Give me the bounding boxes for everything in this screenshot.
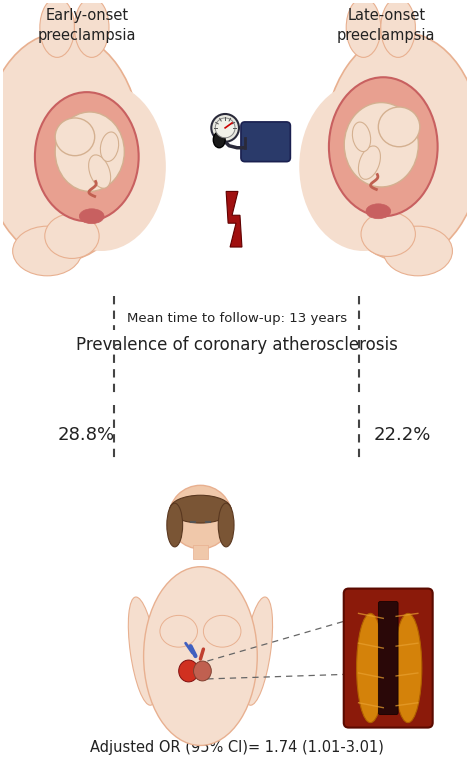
Ellipse shape [167, 503, 182, 547]
Ellipse shape [79, 209, 104, 224]
Ellipse shape [383, 226, 453, 276]
FancyBboxPatch shape [344, 589, 433, 728]
Ellipse shape [394, 613, 422, 723]
Ellipse shape [170, 495, 231, 523]
Ellipse shape [203, 615, 241, 647]
Circle shape [215, 118, 235, 138]
Ellipse shape [0, 33, 141, 261]
Ellipse shape [100, 132, 118, 161]
FancyBboxPatch shape [378, 601, 398, 714]
Ellipse shape [13, 226, 82, 276]
Ellipse shape [299, 83, 428, 251]
Circle shape [211, 114, 239, 142]
Circle shape [169, 485, 232, 549]
Ellipse shape [35, 92, 139, 221]
Text: Adjusted OR (95% CI)= 1.74 (1.01-3.01): Adjusted OR (95% CI)= 1.74 (1.01-3.01) [90, 740, 384, 755]
Bar [467, 8, 474, 305]
Ellipse shape [40, 0, 74, 58]
Ellipse shape [89, 155, 110, 189]
Text: Early-onset
preeclampsia: Early-onset preeclampsia [37, 8, 136, 43]
Text: Mean time to follow-up: 13 years: Mean time to follow-up: 13 years [127, 312, 347, 325]
Ellipse shape [346, 0, 381, 58]
Ellipse shape [74, 0, 109, 58]
Bar [192, 545, 209, 559]
Ellipse shape [55, 112, 124, 192]
Ellipse shape [37, 83, 166, 251]
Ellipse shape [352, 122, 371, 152]
Ellipse shape [144, 567, 257, 746]
Ellipse shape [381, 0, 415, 58]
Ellipse shape [329, 77, 438, 217]
Ellipse shape [366, 204, 391, 219]
Ellipse shape [324, 33, 474, 261]
Ellipse shape [344, 103, 419, 187]
Polygon shape [226, 192, 242, 247]
Ellipse shape [160, 615, 198, 647]
Ellipse shape [361, 212, 415, 256]
Ellipse shape [213, 132, 225, 148]
Ellipse shape [358, 146, 381, 179]
Ellipse shape [193, 661, 211, 681]
Text: Late-onset
preeclampsia: Late-onset preeclampsia [337, 8, 436, 43]
Text: 22.2%: 22.2% [374, 425, 431, 444]
Text: Prevalence of coronary atherosclerosis: Prevalence of coronary atherosclerosis [76, 337, 398, 354]
FancyBboxPatch shape [241, 122, 291, 161]
Text: 28.8%: 28.8% [57, 425, 114, 444]
Ellipse shape [128, 597, 158, 705]
Ellipse shape [45, 213, 99, 259]
Ellipse shape [356, 613, 384, 723]
Ellipse shape [179, 660, 199, 682]
Ellipse shape [378, 107, 420, 146]
Ellipse shape [218, 503, 234, 547]
Ellipse shape [55, 118, 95, 156]
Ellipse shape [243, 597, 273, 705]
